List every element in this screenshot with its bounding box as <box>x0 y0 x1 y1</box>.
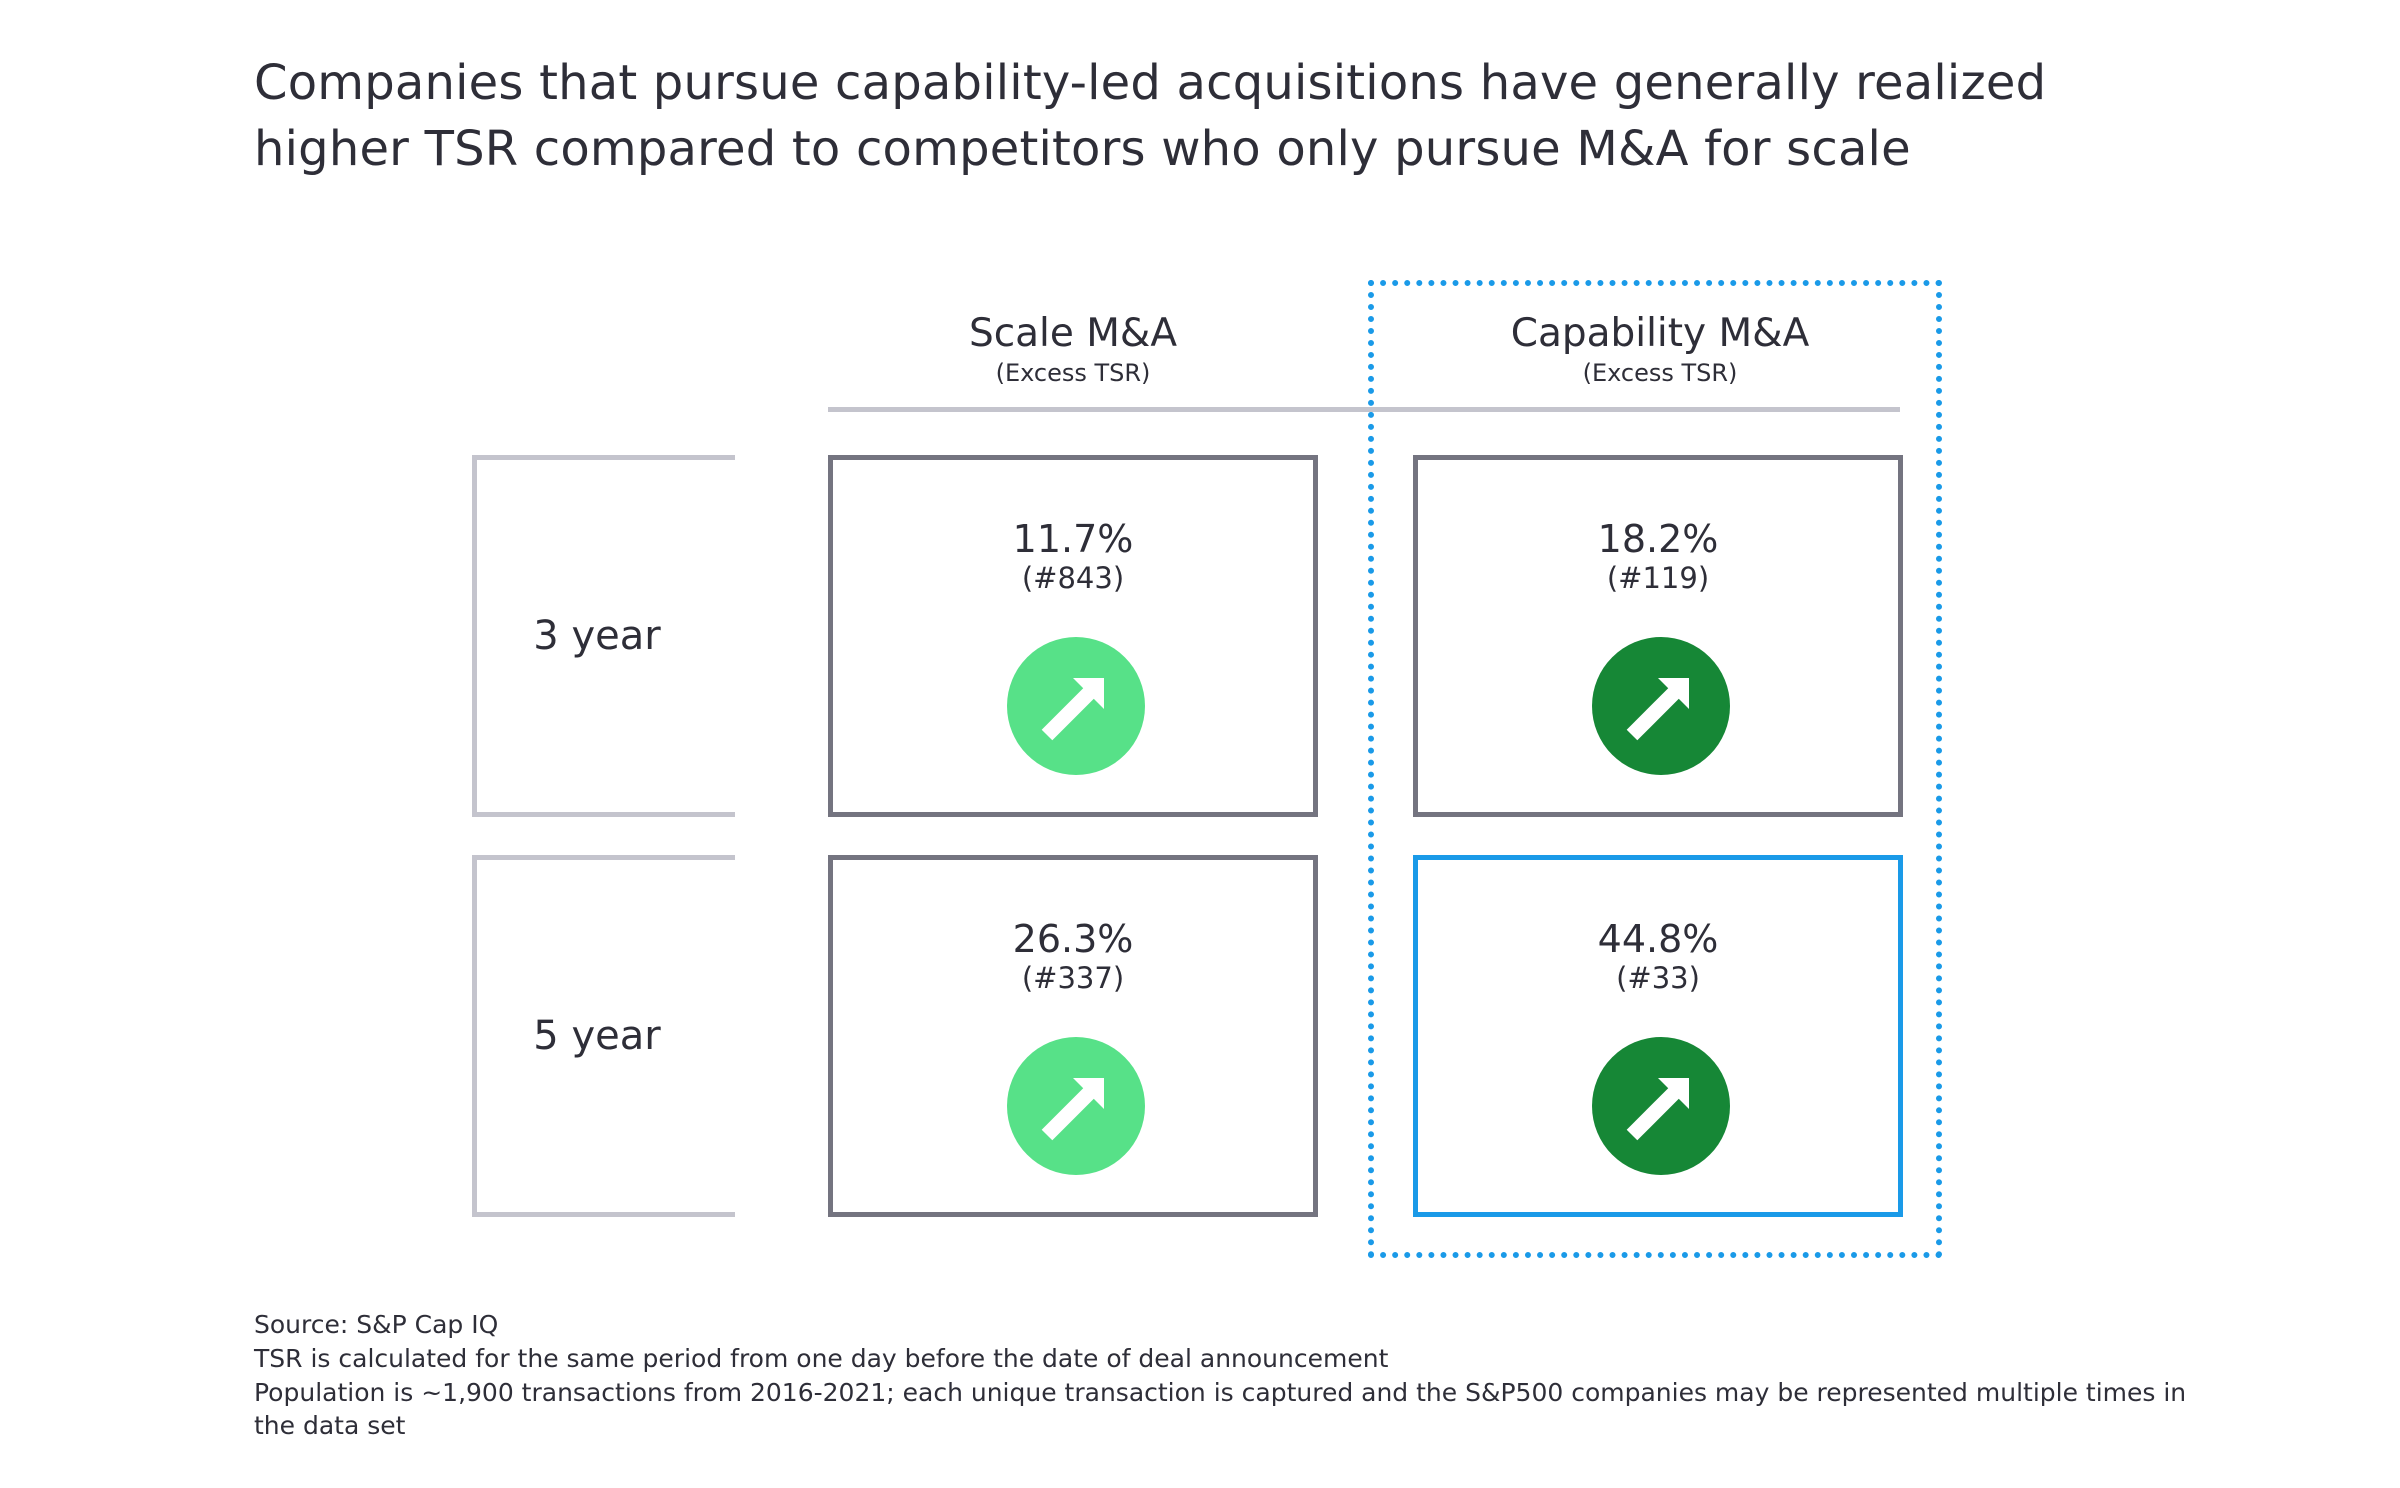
arrow-up-right-icon-graphic <box>1626 678 1689 741</box>
title-line-2: higher TSR compared to competitors who o… <box>254 121 1911 177</box>
column-header-capability-sublabel: (Excess TSR) <box>1582 359 1738 387</box>
arrow-up-right-icon-graphic <box>1626 1078 1689 1141</box>
page-title: Companies that pursue capability-led acq… <box>254 50 2204 182</box>
cell-scale-3-year: 11.7% (#843) <box>828 455 1318 817</box>
title-line-1: Companies that pursue capability-led acq… <box>254 55 2047 111</box>
footnote-source: Source: S&P Cap IQ <box>254 1310 499 1339</box>
arrow-up-right-icon <box>1592 637 1730 775</box>
footnote-population: Population is ~1,900 transactions from 2… <box>254 1378 2187 1440</box>
capability-highlight-frame <box>1368 280 1942 1258</box>
row-label-5-year-text: 5 year <box>533 1013 661 1059</box>
cell-capability-3-year-count: (#119) <box>1606 561 1710 595</box>
column-header-scale-label: Scale M&A <box>968 311 1178 356</box>
footnote-tsr-definition: TSR is calculated for the same period fr… <box>254 1344 1389 1373</box>
arrow-up-right-icon <box>1592 1037 1730 1175</box>
cell-capability-5-year: 44.8% (#33) <box>1413 855 1903 1217</box>
arrow-up-right-icon-graphic <box>1041 1078 1104 1141</box>
cell-capability-3-year: 18.2% (#119) <box>1413 455 1903 817</box>
row-label-5-year: 5 year <box>472 855 735 1217</box>
cell-scale-3-year-count: (#843) <box>1021 561 1125 595</box>
column-header-capability-label: Capability M&A <box>1510 311 1810 356</box>
column-header-scale: Scale M&A (Excess TSR) <box>828 310 1318 388</box>
arrow-up-right-icon <box>1007 637 1145 775</box>
cell-capability-5-year-count: (#33) <box>1616 961 1700 995</box>
cell-scale-5-year-count: (#337) <box>1021 961 1125 995</box>
footnotes: Source: S&P Cap IQ TSR is calculated for… <box>254 1308 2204 1442</box>
cell-capability-5-year-value: 44.8% <box>1597 917 1719 961</box>
cell-scale-3-year-value: 11.7% <box>1012 517 1134 561</box>
column-header-divider <box>828 407 1900 412</box>
column-header-scale-sublabel: (Excess TSR) <box>995 359 1151 387</box>
cell-scale-5-year: 26.3% (#337) <box>828 855 1318 1217</box>
arrow-up-right-icon-graphic <box>1041 678 1104 741</box>
cell-capability-3-year-value: 18.2% <box>1597 517 1719 561</box>
column-header-capability: Capability M&A (Excess TSR) <box>1415 310 1905 388</box>
cell-scale-5-year-value: 26.3% <box>1012 917 1134 961</box>
row-label-3-year-text: 3 year <box>533 613 661 659</box>
row-label-3-year: 3 year <box>472 455 735 817</box>
arrow-up-right-icon <box>1007 1037 1145 1175</box>
